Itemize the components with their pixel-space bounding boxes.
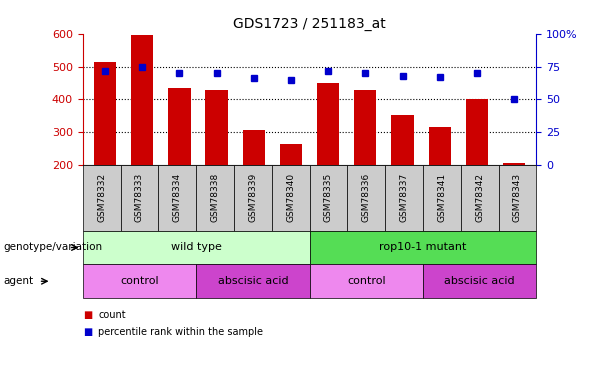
Text: GSM78334: GSM78334 xyxy=(173,173,182,222)
Bar xyxy=(354,90,376,165)
Bar xyxy=(503,163,525,165)
Bar xyxy=(280,144,302,165)
Text: rop10-1 mutant: rop10-1 mutant xyxy=(379,243,466,252)
Text: genotype/variation: genotype/variation xyxy=(3,243,102,252)
Text: GSM78341: GSM78341 xyxy=(437,173,446,222)
Text: GSM78333: GSM78333 xyxy=(135,173,144,222)
Text: GSM78340: GSM78340 xyxy=(286,173,295,222)
Bar xyxy=(94,62,116,165)
Bar xyxy=(243,130,265,165)
Title: GDS1723 / 251183_at: GDS1723 / 251183_at xyxy=(233,17,386,32)
Bar xyxy=(428,127,451,165)
Text: wild type: wild type xyxy=(171,243,221,252)
Text: count: count xyxy=(98,310,126,320)
Text: GSM78343: GSM78343 xyxy=(513,173,522,222)
Text: GSM78332: GSM78332 xyxy=(97,173,106,222)
Text: GSM78335: GSM78335 xyxy=(324,173,333,222)
Bar xyxy=(169,88,191,165)
Text: GSM78338: GSM78338 xyxy=(210,173,219,222)
Text: control: control xyxy=(347,276,386,286)
Text: GSM78336: GSM78336 xyxy=(362,173,371,222)
Text: GSM78339: GSM78339 xyxy=(248,173,257,222)
Text: abscisic acid: abscisic acid xyxy=(444,276,515,286)
Text: ■: ■ xyxy=(83,327,92,337)
Bar xyxy=(466,99,488,165)
Text: abscisic acid: abscisic acid xyxy=(218,276,288,286)
Bar xyxy=(131,35,153,165)
Text: ■: ■ xyxy=(83,310,92,320)
Bar xyxy=(391,115,414,165)
Bar xyxy=(317,83,340,165)
Text: GSM78337: GSM78337 xyxy=(400,173,409,222)
Text: percentile rank within the sample: percentile rank within the sample xyxy=(98,327,263,337)
Text: agent: agent xyxy=(3,276,33,286)
Text: GSM78342: GSM78342 xyxy=(475,173,484,222)
Text: control: control xyxy=(120,276,159,286)
Bar xyxy=(205,90,228,165)
